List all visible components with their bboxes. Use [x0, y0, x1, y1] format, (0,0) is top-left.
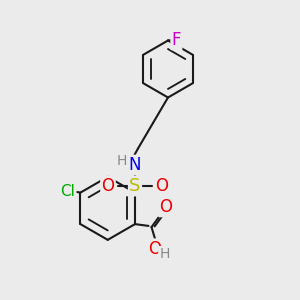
- Text: H: H: [117, 154, 127, 168]
- Text: N: N: [129, 156, 141, 174]
- Text: O: O: [148, 240, 161, 258]
- Text: O: O: [159, 198, 172, 216]
- Text: O: O: [101, 177, 115, 195]
- Text: S: S: [129, 177, 141, 195]
- Text: O: O: [155, 177, 169, 195]
- Text: H: H: [159, 247, 170, 261]
- Text: Cl: Cl: [60, 184, 75, 199]
- Text: F: F: [172, 31, 181, 49]
